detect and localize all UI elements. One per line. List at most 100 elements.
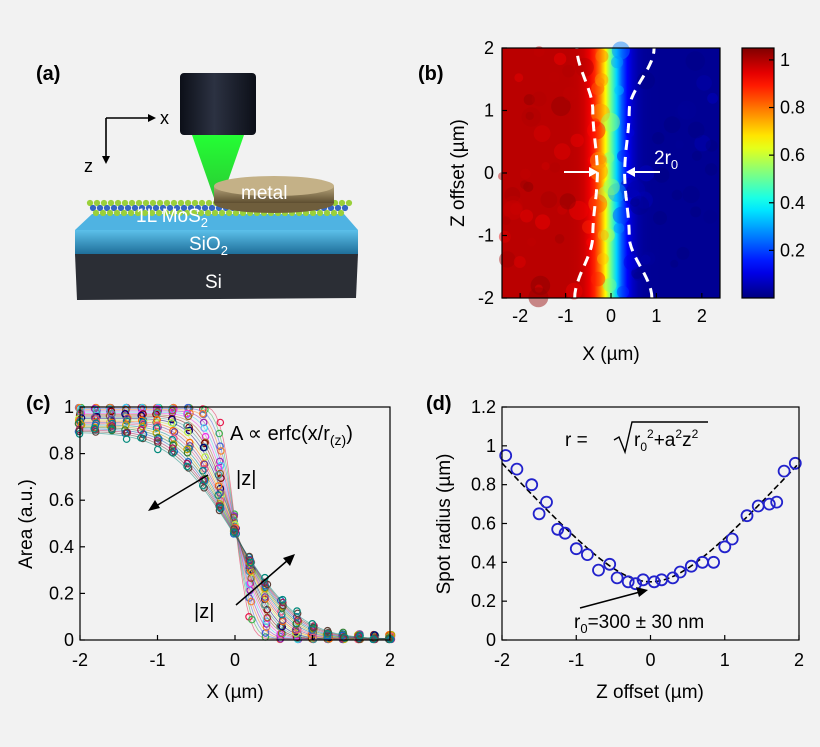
spot-radius-point	[558, 526, 572, 540]
plot-c-ytick-label: 0.2	[49, 583, 74, 603]
area-data-point	[184, 412, 193, 421]
metal-pad	[214, 176, 334, 213]
spot-radius-point	[740, 509, 754, 523]
area-data-point	[152, 410, 160, 419]
area-data-point	[167, 418, 176, 427]
area-data-point	[309, 623, 318, 632]
plot-d-annotation: r0=300 ± 30 nm	[574, 612, 704, 636]
area-data-point	[355, 635, 364, 644]
panel-d-chart: (d) -2 -1 0 1 2 1.2 1 0.8 0.6 0.4 0.2 0 r = r02+a2z…	[426, 393, 804, 703]
plot-d-xtick-label: -2	[494, 650, 510, 670]
area-data-point	[108, 424, 117, 432]
plot-d-ytick-label: 0.4	[471, 552, 496, 572]
spot-radius-point	[569, 542, 583, 556]
spot-radius-point	[770, 495, 784, 509]
area-data-point	[356, 631, 364, 640]
area-data-point	[323, 629, 332, 638]
spot-radius-point	[551, 522, 565, 536]
plot-c-ytick-label: 0.6	[49, 490, 74, 510]
spot-radius-point	[540, 495, 553, 509]
spot-radius-point	[718, 540, 732, 554]
panel-c-label: (c)	[26, 393, 50, 415]
area-data-point	[138, 418, 147, 427]
spot-radius-point	[725, 532, 739, 546]
area-data-point	[168, 415, 176, 424]
area-data-point	[263, 580, 272, 589]
plot-c-xtick-label: 2	[385, 650, 395, 670]
plot-d-ytick-label: 0.8	[471, 475, 496, 495]
area-data-point	[247, 558, 255, 567]
area-data-point	[216, 469, 225, 478]
area-data-point	[215, 429, 224, 438]
area-data-point	[154, 445, 162, 454]
plot-c-xtick-label: 0	[230, 650, 240, 670]
plot-d-ytick-label: 0.6	[471, 514, 496, 534]
area-data-point	[183, 448, 192, 457]
plot-d-xtick-label: 0	[645, 650, 655, 670]
sqrt-sign	[613, 421, 708, 455]
colorbar-ticks: 1 0.8 0.6 0.4 0.2	[769, 50, 805, 260]
spot-radius-point	[707, 555, 720, 569]
plot-c-xtick-label: 1	[307, 650, 317, 670]
heatmap-xtick-label: -2	[512, 306, 528, 326]
spot-radius-point	[603, 557, 617, 571]
area-data-point	[292, 629, 300, 637]
spot-radius-point	[581, 548, 594, 561]
panel-b-label: (b)	[418, 63, 444, 85]
plot-c-axes: -2 -1 0 1 2 1 0.8 0.6 0.4 0.2 0	[49, 397, 395, 670]
spot-radius-point	[777, 464, 791, 478]
area-data-point	[199, 418, 208, 427]
area-data-point	[91, 428, 100, 436]
heatmap-ytick-label: 0	[484, 163, 494, 183]
heatmap-texture	[498, 41, 718, 308]
area-data-point	[185, 426, 194, 435]
area-data-point	[278, 598, 287, 607]
area-data-point	[216, 418, 225, 427]
area-data-point	[278, 595, 287, 604]
area-data-point	[92, 405, 101, 414]
plot-d-ylabel: Spot radius (µm)	[434, 454, 455, 595]
heatmap-ytick-label: -2	[478, 288, 494, 308]
area-data-point	[215, 506, 224, 515]
area-data-point	[152, 424, 161, 432]
plot-d-frame	[501, 406, 800, 641]
spot-radius-point	[673, 565, 687, 579]
area-data-point	[122, 417, 131, 425]
formula-lhs: r =	[565, 430, 588, 451]
area-data-point	[230, 528, 238, 536]
heatmap-image	[502, 48, 720, 298]
area-data-point	[108, 410, 116, 418]
area-data-point	[185, 423, 193, 432]
area-data-point	[201, 405, 209, 414]
panel-b-heatmap: (b) 2r0 -2 -1 0 1 2 2 1 0 -1 -2 X (µm) Z offset (…	[418, 38, 805, 365]
fit-curve	[501, 462, 800, 583]
laser-beam	[192, 135, 244, 198]
plot-d-formula: r = r02+a2z2	[565, 421, 708, 455]
area-data-point	[217, 447, 225, 455]
axis-x-label: x	[160, 108, 169, 128]
plot-d-xtick-label: 2	[794, 650, 804, 670]
area-data-point	[369, 635, 378, 644]
area-data-point	[137, 411, 146, 420]
area-data-point	[341, 634, 349, 642]
formula-body: r02+a2z2	[634, 427, 699, 454]
spot-radius-point	[610, 571, 624, 585]
plot-c-series	[74, 403, 396, 644]
colorbar-tick-label: 0.6	[780, 145, 805, 165]
plot-d-xtick-label: 1	[720, 650, 730, 670]
si-substrate	[75, 254, 358, 300]
panel-c-chart: (c) -2 -1 0 1 2 1 0.8 0.6 0.4 0.2 0 A ∝ erfc(x/r(z…	[16, 393, 396, 703]
spot-radius-point	[629, 577, 642, 591]
erfc-fit-curve	[79, 432, 390, 639]
plot-c-xtick-label: -2	[72, 650, 88, 670]
plot-c-xtick-label: -1	[149, 650, 165, 670]
area-data-point	[138, 422, 147, 431]
area-data-point	[122, 421, 130, 429]
area-data-point	[248, 615, 256, 624]
arrow-lower	[235, 559, 289, 606]
area-data-point	[183, 445, 191, 454]
colorbar-tick-label: 0.2	[780, 240, 805, 260]
colorbar-tick-label: 0.8	[780, 98, 805, 118]
panel-d-label: (d)	[426, 393, 452, 415]
